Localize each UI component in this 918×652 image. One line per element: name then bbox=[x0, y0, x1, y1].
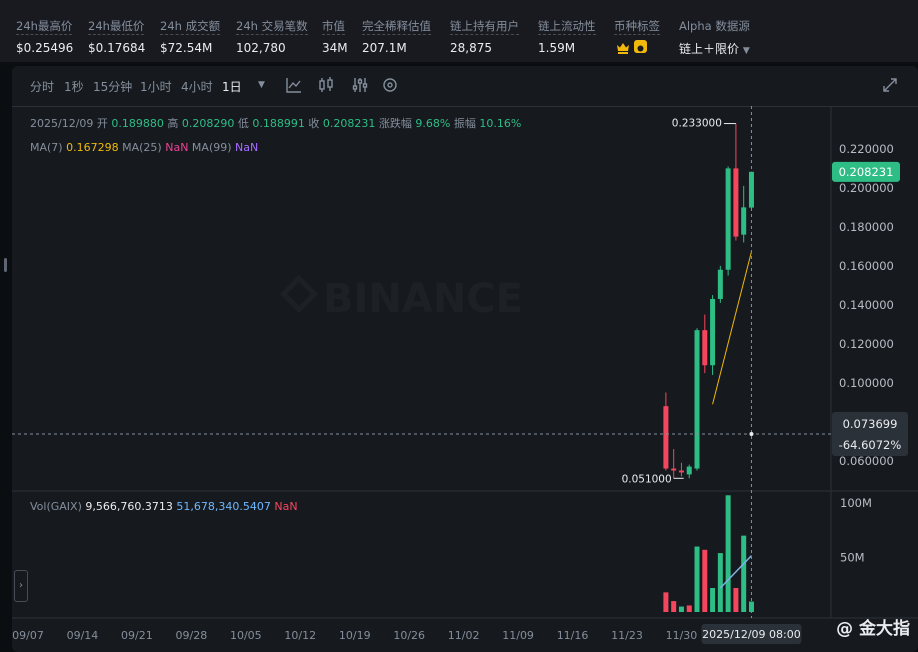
amplitude-label: 振幅 bbox=[453, 117, 476, 130]
market-stats-bar: 24h最高价 $0.25496 24h最低价 $0.17684 24h 成交额 $72… bbox=[0, 0, 918, 62]
indicator-chart-icon[interactable] bbox=[285, 76, 303, 94]
volume-ma2-value: NaN bbox=[274, 500, 298, 513]
ohlc-date: 2025/12/09 bbox=[30, 117, 94, 130]
high-value: 0.208290 bbox=[181, 117, 235, 130]
change-label: 涨跌幅 bbox=[378, 117, 412, 130]
stat-trades: 24h 交易笔数 102,780 bbox=[236, 15, 308, 55]
low-value: 0.188991 bbox=[252, 117, 305, 130]
chart-toolbar: 分时 1秒 15分钟 1小时 4小时 1日 ▼ bbox=[12, 66, 918, 107]
interval-1h[interactable]: 1小时 bbox=[140, 80, 172, 94]
volume-legend: Vol(GAIX) 9,566,760.3713 51,678,340.5407… bbox=[30, 500, 298, 513]
volume-value: 9,566,760.3713 bbox=[85, 500, 173, 513]
expand-side-button[interactable]: › bbox=[14, 570, 28, 602]
stat-label: 24h 交易笔数 bbox=[236, 19, 308, 35]
stat-label: 市值 bbox=[322, 19, 345, 35]
stat-value: 链上＋限价 bbox=[679, 42, 740, 56]
stat-label: 链上流动性 bbox=[538, 19, 596, 35]
close-label: 收 bbox=[308, 117, 320, 130]
stat-value: 207.1M bbox=[362, 41, 407, 55]
caret-down-icon[interactable]: ▼ bbox=[742, 46, 750, 56]
stat-value: $72.54M bbox=[160, 41, 213, 55]
interval-4h[interactable]: 4小时 bbox=[181, 80, 213, 94]
stat-market-cap: 市值 34M bbox=[322, 15, 348, 55]
ma25-value: NaN bbox=[165, 141, 189, 154]
volume-ma-value: 51,678,340.5407 bbox=[176, 500, 271, 513]
stat-fdv: 完全稀释估值 207.1M bbox=[362, 15, 431, 55]
ma25-label: MA(25) bbox=[122, 141, 162, 154]
open-label: 开 bbox=[96, 117, 108, 130]
chart-panel: 分时 1秒 15分钟 1小时 4小时 1日 ▼ 2025/12/09 开 0.1… bbox=[12, 66, 918, 652]
fullscreen-icon[interactable] bbox=[881, 76, 899, 94]
ohlc-legend: 2025/12/09 开 0.189880 高 0.208290 低 0.188… bbox=[30, 115, 521, 131]
ma7-value: 0.167298 bbox=[66, 141, 119, 154]
change-value: 9.68% bbox=[415, 117, 451, 130]
stat-value: 28,875 bbox=[450, 41, 492, 55]
candle-style-icon[interactable] bbox=[317, 76, 335, 94]
stat-value: 34M bbox=[322, 41, 348, 55]
target-icon[interactable] bbox=[381, 76, 399, 94]
low-label: 低 bbox=[237, 117, 249, 130]
stat-label: Alpha 数据源 bbox=[679, 19, 750, 33]
stat-liquidity: 链上流动性 1.59M bbox=[538, 15, 596, 55]
close-value: 0.208231 bbox=[322, 117, 376, 130]
ma99-label: MA(99) bbox=[191, 141, 232, 154]
interval-15m[interactable]: 15分钟 bbox=[93, 80, 133, 94]
high-label: 高 bbox=[167, 117, 179, 130]
stat-label: 完全稀释估值 bbox=[362, 19, 431, 35]
interval-1d[interactable]: 1日 bbox=[222, 80, 242, 94]
ma99-value: NaN bbox=[235, 141, 259, 154]
stat-label: 24h 成交额 bbox=[160, 19, 221, 35]
interval-1s[interactable]: 1秒 bbox=[64, 80, 84, 94]
more-intervals-caret-icon[interactable]: ▼ bbox=[258, 80, 265, 90]
interval-tick[interactable]: 分时 bbox=[30, 80, 55, 94]
stat-holders: 链上持有用户 28,875 bbox=[450, 15, 519, 55]
stat-tags: 币种标签 bbox=[614, 15, 660, 54]
stat-label: 链上持有用户 bbox=[450, 19, 519, 35]
stat-high: 24h最高价 $0.25496 bbox=[16, 15, 73, 55]
stat-alpha-source[interactable]: Alpha 数据源 链上＋限价 ▼ bbox=[679, 15, 750, 57]
volume-label: Vol(GAIX) bbox=[30, 500, 82, 513]
ma7-label: MA(7) bbox=[30, 141, 63, 154]
stat-turnover: 24h 成交额 $72.54M bbox=[160, 15, 221, 55]
stat-low: 24h最低价 $0.17684 bbox=[88, 15, 145, 55]
stat-value: 102,780 bbox=[236, 41, 286, 55]
crown-icon[interactable] bbox=[616, 40, 630, 54]
ma-legend: MA(7) 0.167298 MA(25) NaN MA(99) NaN bbox=[30, 141, 258, 154]
settings-sliders-icon[interactable] bbox=[351, 76, 369, 94]
alpha-badge-icon[interactable] bbox=[634, 40, 647, 53]
stat-label: 币种标签 bbox=[614, 19, 660, 35]
amplitude-value: 10.16% bbox=[479, 117, 522, 130]
stat-value: 1.59M bbox=[538, 41, 576, 55]
stat-value: $0.25496 bbox=[16, 41, 74, 55]
stat-value: $0.17684 bbox=[88, 41, 146, 55]
stat-label: 24h最高价 bbox=[16, 19, 73, 35]
left-edge bbox=[0, 62, 10, 652]
stat-label: 24h最低价 bbox=[88, 19, 145, 35]
scroll-handle[interactable] bbox=[4, 258, 7, 272]
open-value: 0.189880 bbox=[111, 117, 164, 130]
